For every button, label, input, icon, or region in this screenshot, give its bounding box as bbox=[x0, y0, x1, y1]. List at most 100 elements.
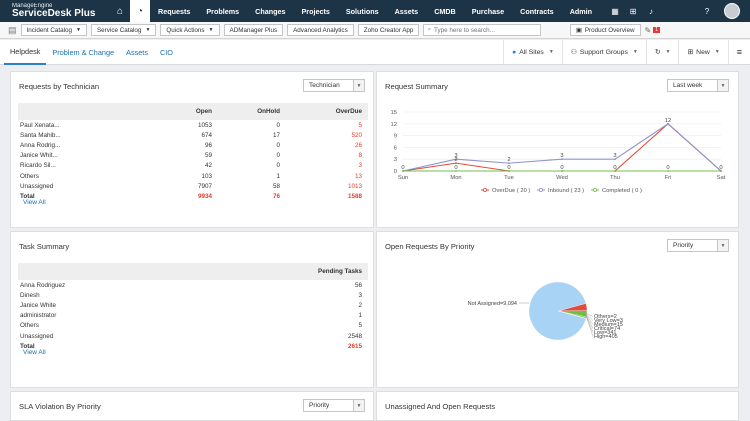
task-table-body: Anna Rodriguez 56 Dinesh 3 Janice White … bbox=[18, 280, 368, 351]
home-icon[interactable]: ⌂ bbox=[116, 5, 124, 17]
nav-cmdb[interactable]: CMDB bbox=[434, 6, 456, 16]
task-owner: Others bbox=[20, 322, 39, 330]
overdue-count[interactable]: 8 bbox=[358, 152, 362, 160]
table-row[interactable]: administrator 1 bbox=[18, 311, 368, 321]
technician-name: Janice Whit... bbox=[20, 152, 58, 160]
period-select[interactable]: Last week ▼ bbox=[667, 79, 729, 92]
view-all-link[interactable]: View All bbox=[23, 199, 46, 206]
nav-problems[interactable]: Problems bbox=[206, 6, 240, 16]
dashboard-icon[interactable]: ◔ bbox=[130, 0, 150, 22]
nav-projects[interactable]: Projects bbox=[301, 6, 330, 16]
task-owner: Janice White bbox=[20, 301, 57, 309]
table-row[interactable]: Unassigned 2548 bbox=[18, 331, 368, 341]
search-input[interactable] bbox=[433, 26, 524, 34]
y-tick-label: 12 bbox=[391, 122, 397, 128]
zoho-creator-button[interactable]: Zoho Creator App bbox=[357, 24, 420, 36]
overdue-count[interactable]: 5 bbox=[358, 121, 362, 129]
data-point bbox=[561, 170, 563, 172]
nav-requests[interactable]: Requests bbox=[158, 6, 191, 16]
nav-right: ? bbox=[698, 0, 750, 22]
user-avatar[interactable] bbox=[724, 3, 740, 19]
reports-icon[interactable]: ▦ bbox=[611, 6, 619, 16]
table-row[interactable]: Anna Rodriguez 56 bbox=[18, 280, 368, 290]
scan-icon[interactable]: ⊞ bbox=[629, 6, 637, 16]
technician-select[interactable]: Technician ▼ bbox=[303, 79, 365, 92]
nav-solutions[interactable]: Solutions bbox=[345, 6, 379, 16]
task-owner: Dinesh bbox=[20, 291, 40, 299]
legend-entry: Inbound ( 23 ) bbox=[548, 188, 584, 194]
data-label: 0 bbox=[666, 165, 669, 171]
y-tick-label: 15 bbox=[391, 110, 397, 116]
sla-priority-select[interactable]: Priority ▼ bbox=[303, 399, 365, 412]
data-point bbox=[561, 158, 563, 161]
open-requests-priority-panel: Open Requests By Priority Priority ▼ Not … bbox=[376, 231, 739, 388]
table-row[interactable]: Anna Rodrig... 96 0 26 bbox=[18, 140, 368, 150]
table-row[interactable]: Janice White 2 bbox=[18, 300, 368, 310]
total-row: Total 9934 76 1588 bbox=[18, 191, 368, 201]
overdue-count[interactable]: 1013 bbox=[347, 182, 362, 190]
announcement-icon[interactable]: ✎ 1 bbox=[644, 25, 660, 35]
table-row[interactable]: Others 103 1 13 bbox=[18, 171, 368, 181]
total-row: Total 2615 bbox=[18, 341, 368, 351]
service-catalog-label: Service Catalog bbox=[96, 26, 142, 34]
table-header-row: Open OnHold OverDue bbox=[18, 103, 368, 120]
priority-select[interactable]: Priority ▼ bbox=[667, 239, 729, 252]
incident-catalog-button[interactable]: Incident Catalog ▼ bbox=[20, 24, 87, 36]
select-value: Technician bbox=[309, 82, 340, 89]
data-label: 0 bbox=[454, 165, 457, 171]
sites-filter[interactable]: ● All Sites ▼ bbox=[503, 39, 562, 65]
total-overdue: 1588 bbox=[347, 192, 362, 200]
group-icon: ⚇ bbox=[570, 49, 577, 56]
new-widget-button[interactable]: ⊞ New ▼ bbox=[678, 39, 727, 65]
nav-purchase[interactable]: Purchase bbox=[471, 6, 505, 16]
col-pending-tasks: Pending Tasks bbox=[278, 263, 368, 280]
task-owner: Anna Rodriguez bbox=[20, 281, 66, 289]
table-row[interactable]: Ricardo Sil... 42 0 3 bbox=[18, 161, 368, 171]
menu-button[interactable]: ≡ bbox=[727, 39, 750, 65]
tab-problem-change[interactable]: Problem & Change bbox=[52, 47, 115, 57]
nav-changes[interactable]: Changes bbox=[255, 6, 286, 16]
tab-helpdesk[interactable]: Helpdesk bbox=[4, 40, 47, 65]
table-row[interactable]: Santa Mahib... 674 17 520 bbox=[18, 130, 368, 140]
unassigned-open-panel: Unassigned And Open Requests bbox=[376, 391, 739, 421]
refresh-button[interactable]: ↻ ▼ bbox=[645, 39, 679, 65]
admanager-button[interactable]: ADManager Plus bbox=[223, 24, 284, 36]
overdue-count[interactable]: 13 bbox=[354, 172, 362, 180]
technician-name: Others bbox=[20, 172, 39, 180]
advanced-analytics-button[interactable]: Advanced Analytics bbox=[287, 24, 354, 36]
tab-assets[interactable]: Assets bbox=[126, 47, 148, 57]
select-value: Priority bbox=[673, 242, 694, 249]
technician-name: Ricardo Sil... bbox=[20, 162, 56, 170]
search-icon[interactable]: ⌕ bbox=[427, 26, 431, 33]
view-all-link[interactable]: View All bbox=[23, 349, 46, 356]
help-icon[interactable]: ? bbox=[704, 6, 710, 16]
overdue-count[interactable]: 3 bbox=[358, 162, 362, 170]
product-overview-label: Product Overview bbox=[584, 26, 635, 34]
x-tick-label: Wed bbox=[556, 175, 568, 181]
chevron-down-icon: ▼ bbox=[714, 49, 720, 55]
x-tick-label: Mon bbox=[450, 175, 461, 181]
table-row[interactable]: Janice Whit... 59 0 8 bbox=[18, 151, 368, 161]
refresh-icon: ↻ bbox=[654, 49, 661, 56]
nav-admin[interactable]: Admin bbox=[569, 6, 593, 16]
table-row[interactable]: Paul Xenata... 1053 0 5 bbox=[18, 120, 368, 130]
nav-assets[interactable]: Assets bbox=[394, 6, 419, 16]
support-groups-filter[interactable]: ⚇ Support Groups ▼ bbox=[561, 39, 646, 65]
overdue-count[interactable]: 520 bbox=[351, 131, 362, 139]
product-overview-button[interactable]: ▣ Product Overview bbox=[569, 24, 641, 36]
tab-cio[interactable]: CIO bbox=[159, 47, 173, 57]
service-catalog-button[interactable]: Service Catalog ▼ bbox=[90, 24, 157, 36]
table-row[interactable]: Unassigned 7907 58 1013 bbox=[18, 181, 368, 191]
app-logo[interactable]: ManageEngine ServiceDesk Plus bbox=[0, 3, 110, 19]
data-point bbox=[614, 158, 616, 161]
table-row[interactable]: Dinesh 3 bbox=[18, 290, 368, 300]
incident-icon[interactable]: ▤ bbox=[8, 24, 17, 35]
data-point bbox=[455, 158, 457, 161]
nav-contracts[interactable]: Contracts bbox=[520, 6, 554, 16]
data-label: 0 bbox=[560, 165, 563, 171]
table-row[interactable]: Others 5 bbox=[18, 321, 368, 331]
quick-actions-button[interactable]: Quick Actions ▼ bbox=[160, 24, 220, 36]
overdue-count[interactable]: 26 bbox=[354, 141, 362, 149]
notification-bell-icon[interactable]: ♪ bbox=[649, 6, 654, 16]
